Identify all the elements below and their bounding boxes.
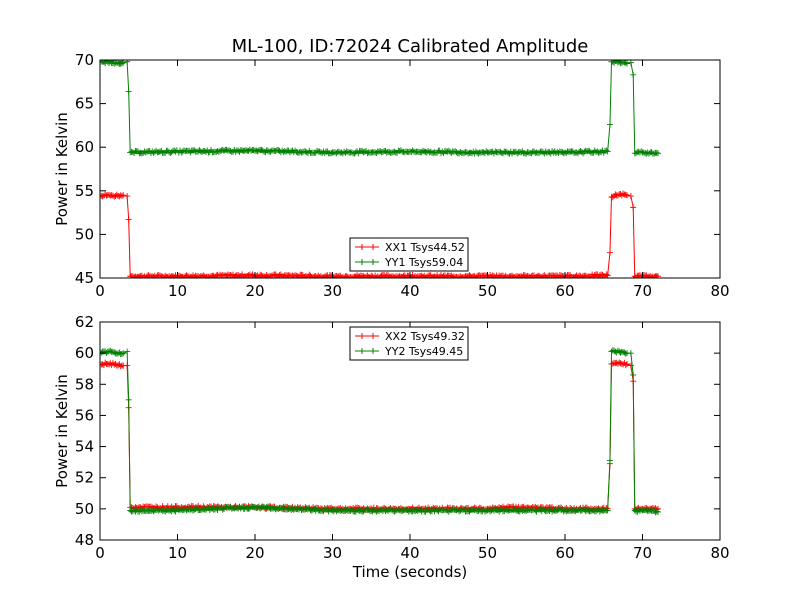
y-tick-label: 70	[75, 51, 94, 69]
x-tick-label: 50	[478, 544, 497, 562]
y-tick-label: 65	[75, 95, 94, 113]
y-tick-label: 60	[75, 138, 94, 156]
y-tick-label: 48	[75, 531, 94, 549]
y-tick-label: 45	[75, 269, 94, 287]
y-tick-label: 54	[75, 438, 94, 456]
x-tick-label: 40	[400, 282, 419, 300]
legend-marker	[359, 259, 376, 265]
chart-panel-1: ML-100, ID:72024 Calibrated Amplitude 0 10…	[53, 36, 730, 300]
legend-marker	[359, 348, 376, 354]
legend-label: XX1 Tsys44.52	[385, 241, 465, 254]
legend-box	[349, 326, 469, 361]
series-markers	[100, 347, 661, 516]
y-axis-label: Power in Kelvin	[53, 374, 71, 488]
y-tick-label: 50	[75, 500, 94, 518]
y-tick-label: 60	[75, 344, 94, 362]
x-tick-label: 30	[323, 544, 342, 562]
legend: XX1 Tsys44.52 YY1 Tsys59.04	[349, 237, 469, 272]
x-tick-label: 50	[478, 282, 497, 300]
legend-marker	[359, 333, 376, 339]
x-tick-label: 20	[245, 544, 264, 562]
legend-box	[349, 237, 469, 272]
x-axis-label: Time (seconds)	[352, 563, 468, 581]
legend: XX2 Tsys49.32 YY2 Tsys49.45	[349, 326, 469, 361]
x-tick-label: 10	[168, 544, 187, 562]
x-tick-label: 10	[168, 282, 187, 300]
x-tick-label: 70	[633, 544, 652, 562]
x-tick-label: 0	[95, 282, 105, 300]
y-tick-label: 52	[75, 469, 94, 487]
x-tick-label: 40	[400, 544, 419, 562]
legend-label: YY1 Tsys59.04	[384, 256, 463, 269]
y-tick-label: 58	[75, 375, 94, 393]
x-tick-label: 30	[323, 282, 342, 300]
legend-label: XX2 Tsys49.32	[385, 330, 465, 343]
x-tick-label: 60	[555, 544, 574, 562]
y-tick-label: 56	[75, 406, 94, 424]
x-tick-label: 70	[633, 282, 652, 300]
series-markers	[100, 60, 661, 157]
x-tick-label: 20	[245, 282, 264, 300]
series-line	[100, 349, 659, 514]
y-tick-label: 62	[75, 313, 94, 331]
legend-marker	[359, 244, 376, 250]
chart-panel-2: 0 10 20 30 40 50 60 70 80 48 50 52 54 56 58 60 62 Power i…	[53, 313, 730, 581]
series-line	[100, 60, 659, 156]
legend-label: YY2 Tsys49.45	[384, 345, 463, 358]
x-tick-label: 80	[710, 282, 729, 300]
y-tick-label: 50	[75, 225, 94, 243]
y-tick-label: 55	[75, 182, 94, 200]
x-tick-label: 60	[555, 282, 574, 300]
x-tick-label: 0	[95, 544, 105, 562]
x-tick-label: 80	[710, 544, 729, 562]
y-axis-label: Power in Kelvin	[53, 112, 71, 226]
series-line	[100, 361, 659, 512]
series-markers	[100, 359, 661, 514]
chart-title: ML-100, ID:72024 Calibrated Amplitude	[232, 36, 589, 57]
